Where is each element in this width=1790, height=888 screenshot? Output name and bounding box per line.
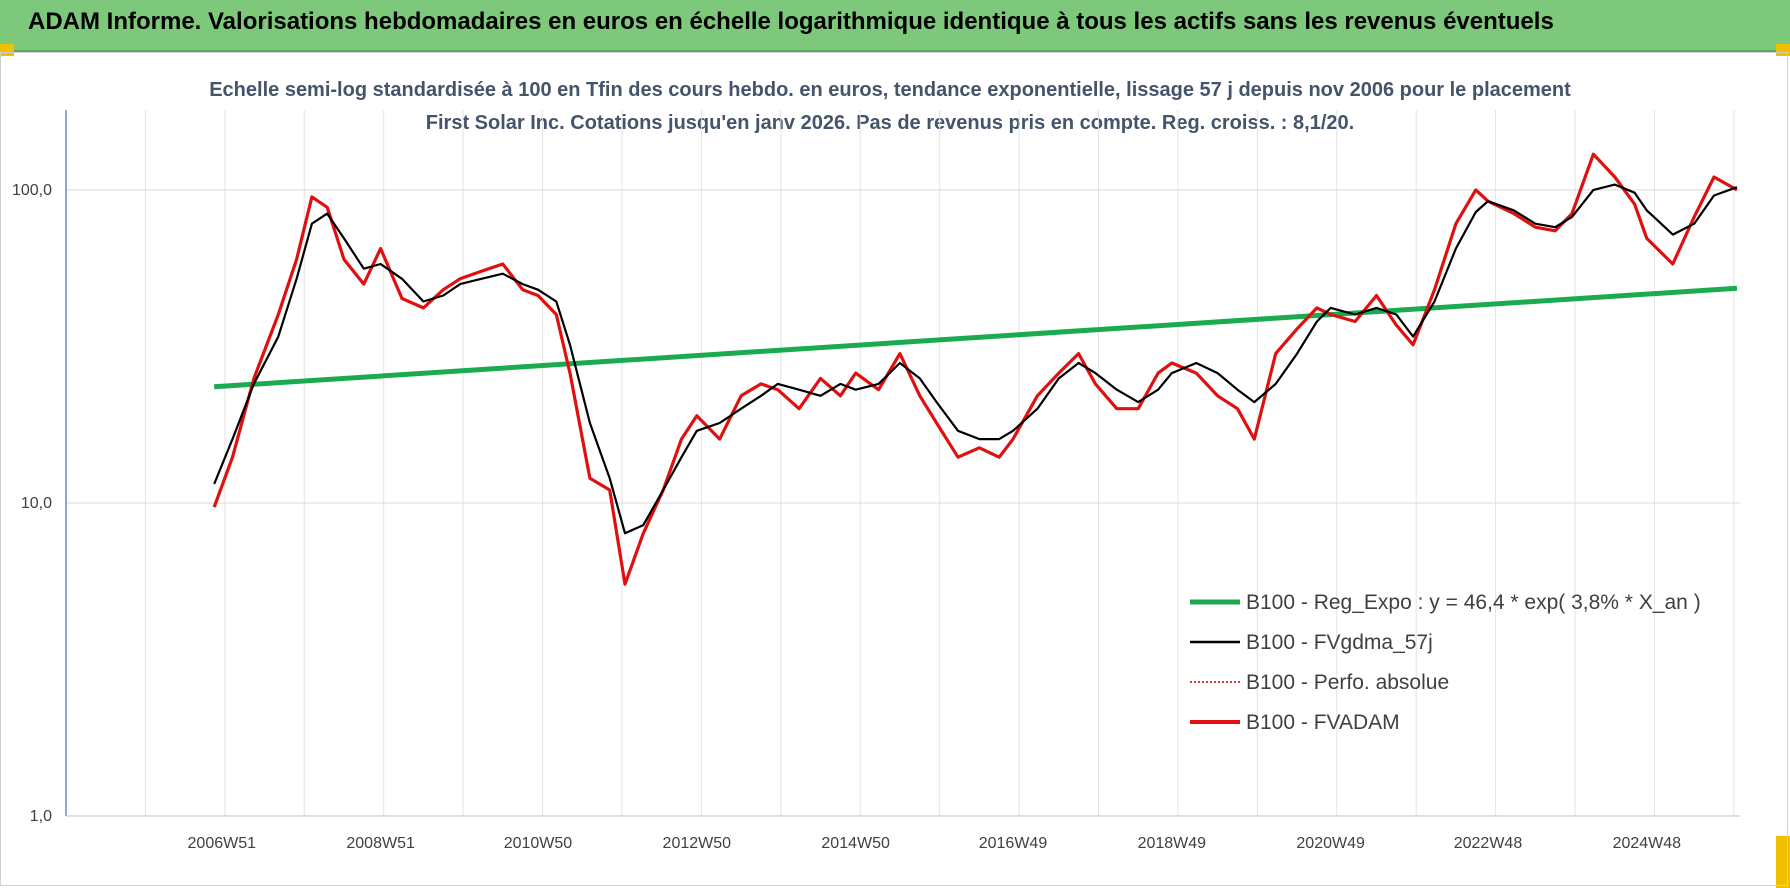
legend-label: B100 - Reg_Expo : y = 46,4 * exp( 3,8% *… bbox=[1246, 591, 1701, 614]
y-tick-label: 100,0 bbox=[12, 182, 52, 199]
x-tick-label: 2020W49 bbox=[1296, 835, 1365, 852]
chart-series bbox=[212, 152, 1738, 586]
series-line-1 bbox=[213, 183, 1738, 535]
corner-marker-bottom-right bbox=[1776, 836, 1790, 888]
legend-label: B100 - FVADAM bbox=[1246, 711, 1400, 734]
corner-marker-top-right bbox=[1776, 44, 1790, 56]
x-axis-ticks: 2006W51 2008W51 2010W50 2012W50 2014W50 2016W… bbox=[188, 835, 1682, 852]
legend-label: B100 - FVgdma_57j bbox=[1246, 631, 1433, 654]
x-tick-label: 2010W50 bbox=[504, 835, 573, 852]
page-title: ADAM Informe. Valorisations hebdomadaire… bbox=[28, 8, 1554, 35]
x-tick-label: 2022W48 bbox=[1454, 835, 1523, 852]
legend-label: B100 - Perfo. absolue bbox=[1246, 671, 1449, 694]
x-tick-label: 2016W49 bbox=[979, 835, 1048, 852]
series-line-0 bbox=[214, 285, 1738, 390]
y-axis-ticks: 1,0 10,0 100,0 bbox=[12, 182, 52, 825]
header-banner: ADAM Informe. Valorisations hebdomadaire… bbox=[0, 0, 1790, 52]
y-tick-label: 10,0 bbox=[21, 495, 52, 512]
series-line-3 bbox=[212, 152, 1738, 586]
chart-grid bbox=[65, 110, 1740, 817]
corner-marker-top-left bbox=[0, 44, 14, 56]
x-tick-label: 2008W51 bbox=[346, 835, 415, 852]
x-tick-label: 2018W49 bbox=[1138, 835, 1207, 852]
x-tick-label: 2006W51 bbox=[188, 835, 257, 852]
chart-legend: B100 - Reg_Expo : y = 46,4 * exp( 3,8% *… bbox=[1190, 591, 1701, 734]
y-tick-label: 1,0 bbox=[30, 808, 52, 825]
chart-axes bbox=[65, 110, 1740, 817]
x-tick-label: 2024W48 bbox=[1613, 835, 1682, 852]
x-tick-label: 2012W50 bbox=[663, 835, 732, 852]
chart-frame bbox=[0, 52, 1788, 886]
x-tick-label: 2014W50 bbox=[821, 835, 890, 852]
chart-title: Echelle semi-log standardisée à 100 en T… bbox=[209, 79, 1571, 134]
